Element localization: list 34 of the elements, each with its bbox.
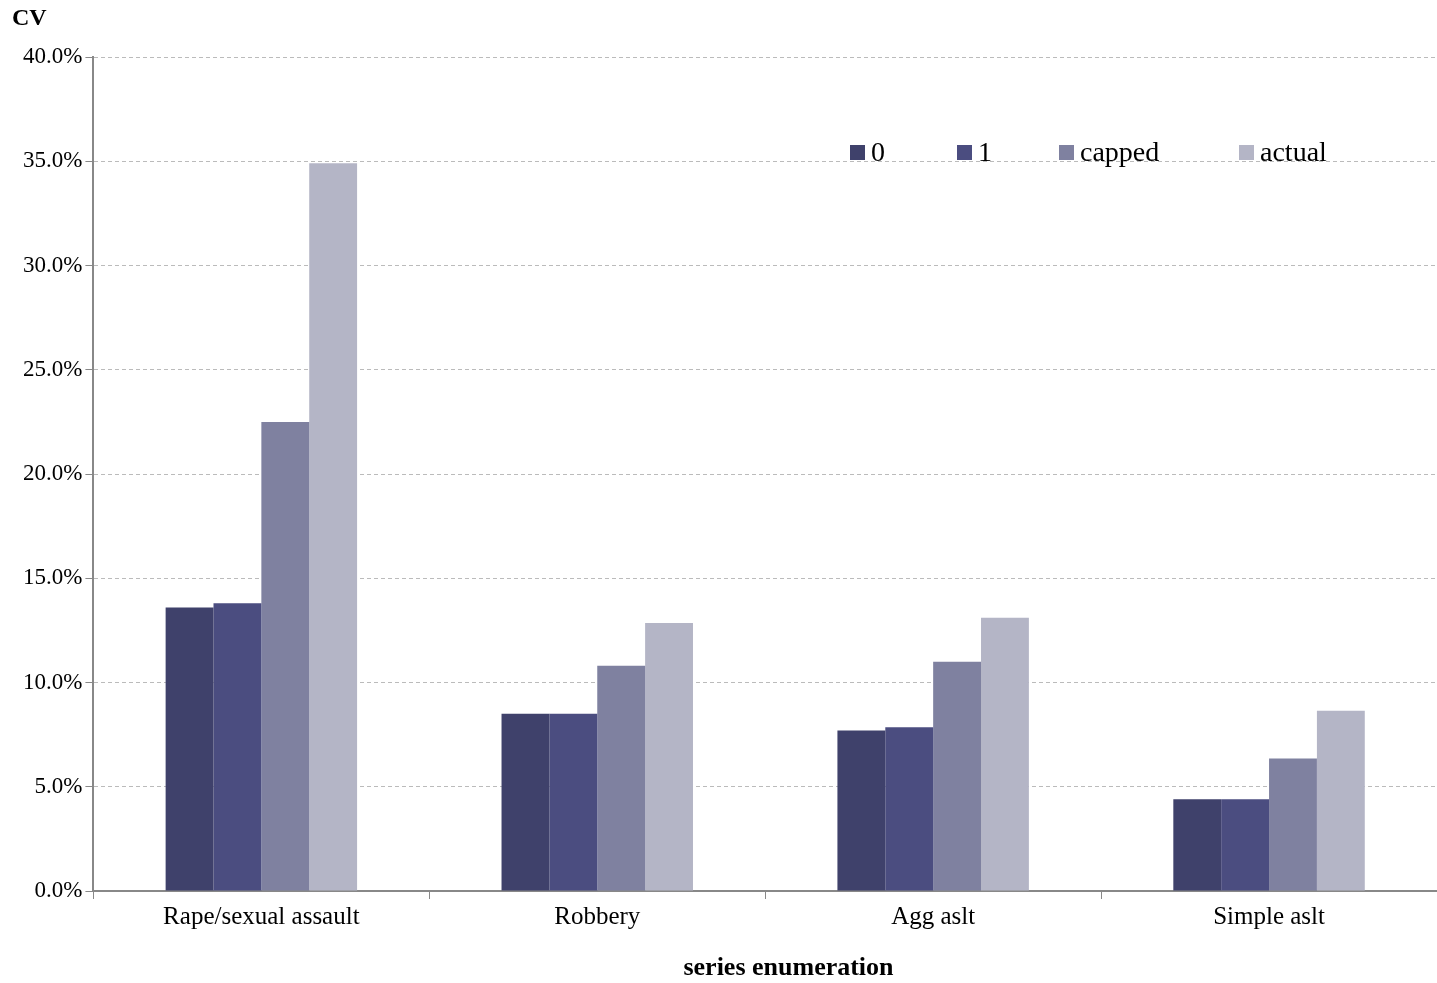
- bar: [501, 713, 550, 891]
- y-tick-label: 30.0%: [22, 251, 83, 277]
- bar: [933, 661, 982, 891]
- bar: [261, 421, 310, 891]
- y-tick-label: 20.0%: [22, 460, 83, 486]
- x-tick-label: Agg aslt: [891, 901, 976, 929]
- bar: [1316, 710, 1365, 891]
- bar: [549, 713, 598, 891]
- bar: [885, 727, 934, 891]
- y-tick-label: 35.0%: [22, 147, 83, 173]
- y-tick-label: 0.0%: [34, 877, 83, 903]
- bar: [1269, 758, 1317, 891]
- y-tick-label: 5.0%: [34, 772, 83, 798]
- y-tick-label: 40.0%: [22, 43, 83, 69]
- legend-label: actual: [1260, 136, 1327, 168]
- y-axis-title: CV: [12, 4, 47, 31]
- bar: [981, 617, 1029, 891]
- y-tick-label: 15.0%: [22, 564, 83, 590]
- bar: [1221, 799, 1270, 891]
- x-tick-label: Simple aslt: [1213, 901, 1325, 929]
- y-tick-label: 25.0%: [22, 355, 83, 381]
- bar: [597, 665, 646, 891]
- bar: [837, 730, 886, 891]
- x-tick-label: Robbery: [554, 901, 641, 929]
- y-tick-label: 10.0%: [22, 668, 83, 694]
- bar: [645, 623, 693, 891]
- x-tick-label: Rape/sexual assault: [163, 901, 360, 929]
- x-axis-title: series enumeration: [682, 952, 895, 982]
- legend-label: 1: [978, 136, 992, 168]
- bar: [213, 603, 262, 891]
- legend-label: 0: [871, 136, 885, 168]
- bar: [1173, 799, 1222, 891]
- legend-label: capped: [1080, 136, 1160, 168]
- bar: [165, 607, 214, 891]
